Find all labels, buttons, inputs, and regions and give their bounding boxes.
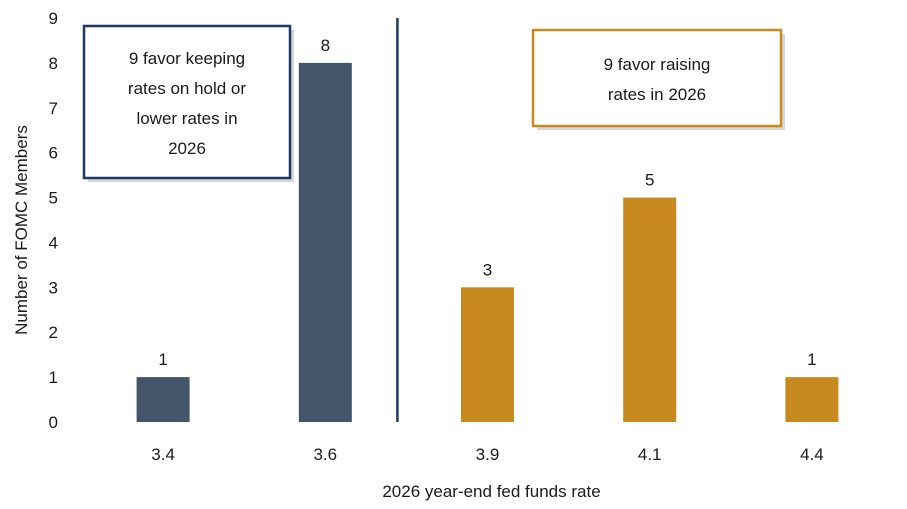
bar-4.4 [785,377,838,422]
x-tick-label: 3.4 [151,445,175,464]
annotations: 9 favor keeping rates on hold or lower rat… [84,26,785,182]
x-tick-label: 4.4 [800,445,824,464]
bar-3.9 [461,287,514,422]
y-axis-title: Number of FOMC Members [12,125,31,335]
y-tick-label: 0 [49,413,58,432]
y-tick-label: 3 [49,278,58,297]
bar-3.4 [137,377,190,422]
data-label: 5 [645,171,654,190]
annotation-text-line: 2026 [168,139,206,158]
bar-4.1 [623,198,676,422]
annotation-text-line: 9 favor raising [604,55,711,74]
annotation-text-line: lower rates in [136,109,237,128]
data-label: 8 [321,36,330,55]
annotation-box [533,30,781,126]
y-tick-label: 7 [49,99,58,118]
x-axis-title: 2026 year-end fed funds rate [382,482,600,501]
y-tick-label: 5 [49,189,58,208]
x-tick-label: 3.6 [313,445,337,464]
data-label: 3 [483,260,492,279]
y-tick-label: 9 [49,9,58,28]
y-axis-ticks: 0 1 2 3 4 5 6 7 8 9 [49,9,58,432]
y-tick-label: 2 [49,323,58,342]
x-tick-label: 4.1 [638,445,662,464]
data-label: 1 [158,350,167,369]
bar-3.6 [299,63,352,422]
y-tick-label: 1 [49,368,58,387]
y-tick-label: 6 [49,144,58,163]
annotation-text-line: rates in 2026 [608,85,706,104]
data-label: 1 [807,350,816,369]
x-tick-label: 3.9 [476,445,500,464]
y-tick-label: 8 [49,54,58,73]
annotation-text-line: 9 favor keeping [129,49,245,68]
y-tick-label: 4 [49,233,58,252]
annotation-text-line: rates on hold or [128,79,246,98]
x-axis-ticks: 3.4 3.6 3.9 4.1 4.4 [151,445,823,464]
